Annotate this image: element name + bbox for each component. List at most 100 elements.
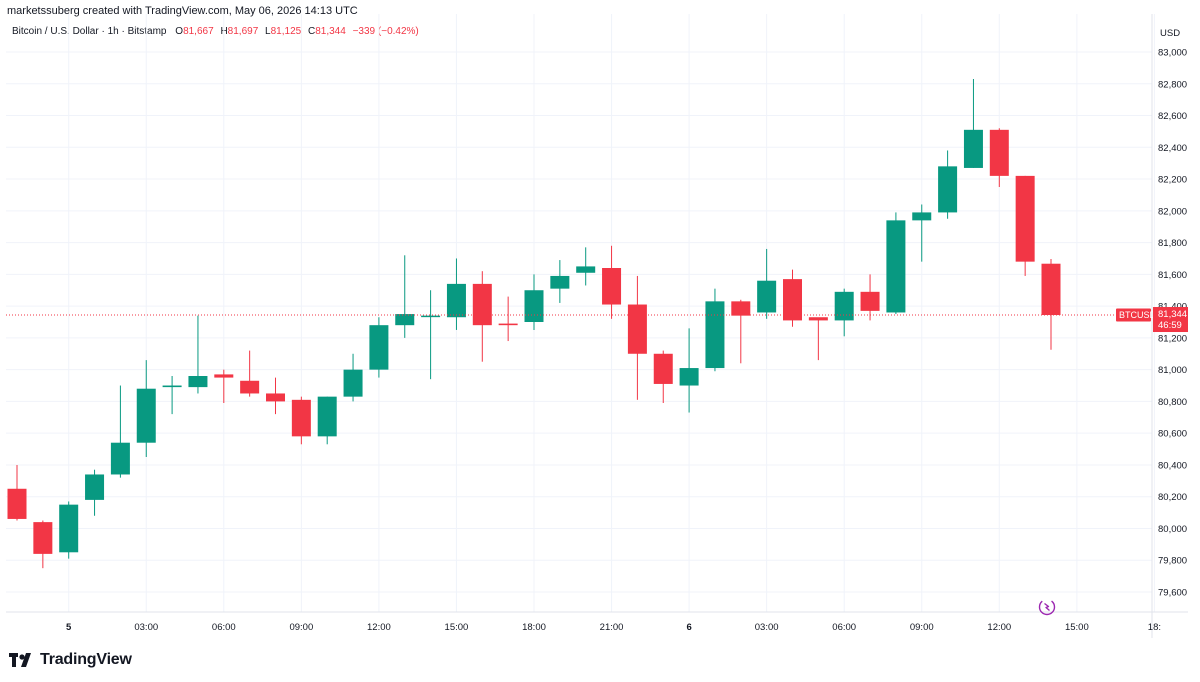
- close-value: 81,344: [315, 26, 346, 37]
- candle[interactable]: [886, 212, 906, 315]
- candle[interactable]: [472, 271, 492, 362]
- price-tag-value-bg: [1153, 307, 1188, 333]
- candle-body: [59, 504, 79, 553]
- time-tick-label: 03:00: [755, 622, 779, 633]
- replay-icon[interactable]: [1038, 598, 1056, 616]
- time-tick-label: 12:00: [987, 622, 1011, 633]
- time-tick-label: 15:00: [445, 622, 469, 633]
- time-axis[interactable]: 5 03:00 06:00 09:00 12:00 15:00 18:00 21:00 6 03:…: [66, 622, 1161, 633]
- candle-body: [524, 290, 544, 322]
- candle[interactable]: [33, 520, 53, 569]
- candle[interactable]: [524, 274, 544, 330]
- candle-body: [421, 315, 441, 318]
- time-tick-label: 12:00: [367, 622, 391, 633]
- candle-body: [291, 399, 311, 437]
- candle[interactable]: [162, 376, 182, 415]
- time-tick-label: 21:00: [600, 622, 624, 633]
- candle[interactable]: [421, 290, 441, 380]
- candle-body: [653, 353, 673, 384]
- price-tick-label: 80,200: [1158, 492, 1187, 503]
- candle[interactable]: [7, 464, 27, 521]
- candle[interactable]: [85, 469, 105, 516]
- candle-body: [550, 275, 570, 289]
- price-tick-label: 82,400: [1158, 143, 1187, 154]
- price-tick-label: 80,800: [1158, 397, 1187, 408]
- candle-body: [110, 442, 130, 475]
- price-tick-label: 81,800: [1158, 238, 1187, 249]
- price-tick-label: 82,800: [1158, 79, 1187, 90]
- candle[interactable]: [679, 328, 699, 413]
- time-tick-label: 18:: [1148, 622, 1161, 633]
- price-tick-label: 80,600: [1158, 429, 1187, 440]
- time-tick-label: 09:00: [910, 622, 934, 633]
- high-value: 81,697: [227, 26, 259, 37]
- time-tick-label: 15:00: [1065, 622, 1089, 633]
- candle[interactable]: [369, 317, 389, 378]
- candles-layer: [7, 79, 1061, 569]
- close-label: C: [307, 26, 316, 37]
- candle-body: [446, 283, 466, 318]
- candle-body: [989, 129, 1009, 176]
- change-value: −339 (−0.42%): [352, 26, 419, 37]
- candle-body: [627, 304, 647, 354]
- candle[interactable]: [291, 396, 311, 445]
- candle[interactable]: [808, 317, 828, 361]
- candle[interactable]: [757, 248, 777, 319]
- candle[interactable]: [860, 274, 880, 321]
- candle-body: [188, 376, 208, 388]
- candle-body: [498, 323, 518, 326]
- candle[interactable]: [627, 275, 647, 400]
- candle[interactable]: [602, 245, 622, 319]
- candle[interactable]: [550, 260, 570, 303]
- candle[interactable]: [731, 299, 751, 364]
- candle[interactable]: [240, 350, 260, 397]
- candle-body: [369, 325, 389, 370]
- time-tick-label: 06:00: [832, 622, 856, 633]
- candle[interactable]: [317, 396, 337, 445]
- candle[interactable]: [59, 501, 79, 559]
- candle[interactable]: [110, 385, 130, 478]
- price-tag-symbol-bg: [1116, 308, 1151, 322]
- price-tick-label: 82,600: [1158, 111, 1187, 122]
- candle[interactable]: [1041, 258, 1061, 350]
- candle[interactable]: [989, 128, 1009, 187]
- candle[interactable]: [783, 269, 802, 327]
- candle[interactable]: [498, 296, 518, 342]
- price-tick-label: 80,400: [1158, 460, 1187, 471]
- candle[interactable]: [834, 288, 854, 337]
- price-tick-label: 83,000: [1158, 48, 1187, 59]
- candle[interactable]: [963, 79, 983, 168]
- time-tick-label: 5: [66, 622, 72, 633]
- ohlc-legend: Bitcoin / U.S. Dollar · 1h · Bitstamp O8…: [12, 26, 419, 37]
- price-tick-label: 79,800: [1158, 556, 1187, 567]
- candle-body: [679, 368, 699, 386]
- symbol-description: Bitcoin / U.S. Dollar · 1h · Bitstamp: [12, 26, 167, 37]
- candle[interactable]: [266, 377, 285, 415]
- candle[interactable]: [214, 369, 234, 403]
- candle-body: [472, 283, 492, 326]
- price-tick-label: 81,200: [1158, 333, 1187, 344]
- candle[interactable]: [136, 360, 156, 457]
- candle[interactable]: [446, 258, 466, 330]
- candle[interactable]: [912, 204, 932, 262]
- candle-body: [912, 212, 932, 221]
- price-tick-label: 82,200: [1158, 175, 1187, 186]
- price-axis[interactable]: 79,600 79,800 80,000 80,200 80,400 80,600 80,8…: [1158, 48, 1187, 599]
- candle[interactable]: [1015, 175, 1035, 276]
- candle[interactable]: [395, 255, 415, 338]
- candle-body: [33, 522, 53, 554]
- candle[interactable]: [938, 150, 958, 219]
- candle[interactable]: [705, 288, 725, 372]
- tradingview-logo[interactable]: TradingView: [9, 649, 132, 671]
- candle[interactable]: [653, 350, 673, 403]
- candle-body: [1015, 175, 1035, 262]
- candle-body: [783, 279, 802, 321]
- candle-body: [266, 393, 285, 402]
- open-value: 81,667: [183, 26, 214, 37]
- candle-body: [886, 220, 906, 313]
- candle[interactable]: [576, 247, 596, 286]
- candle[interactable]: [188, 315, 208, 394]
- candle-body: [757, 280, 777, 313]
- candle[interactable]: [343, 353, 363, 402]
